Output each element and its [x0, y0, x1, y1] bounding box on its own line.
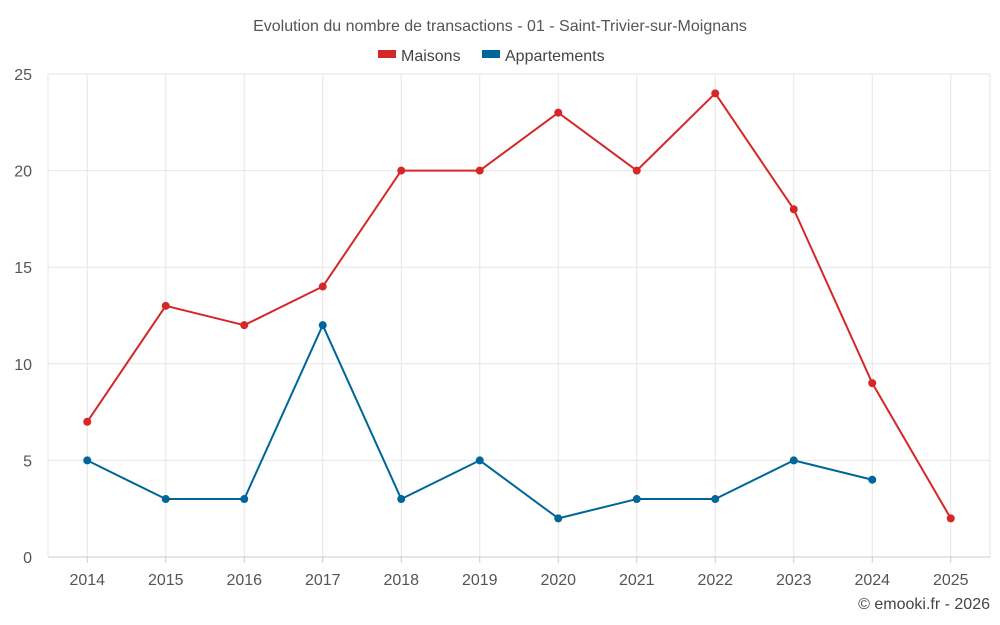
legend-swatch-appartements	[482, 50, 500, 58]
gridlines	[47, 73, 991, 557]
data-point-maisons[interactable]	[554, 108, 563, 117]
series-maisons	[83, 89, 955, 523]
x-tick-label: 2025	[933, 572, 969, 589]
data-point-appartements[interactable]	[161, 495, 170, 504]
legend-swatch-maisons	[378, 50, 396, 58]
data-point-maisons[interactable]	[397, 166, 406, 175]
series	[83, 89, 955, 523]
x-tick-label: 2024	[854, 572, 890, 589]
chart-title: Evolution du nombre de transactions - 01…	[253, 18, 747, 35]
y-tick-label: 0	[23, 550, 32, 567]
data-point-appartements[interactable]	[475, 456, 484, 465]
data-point-appartements[interactable]	[240, 495, 249, 504]
y-tick-label: 5	[23, 453, 32, 470]
data-point-maisons[interactable]	[318, 282, 327, 291]
data-point-appartements[interactable]	[632, 495, 641, 504]
data-point-appartements[interactable]	[397, 495, 406, 504]
data-point-appartements[interactable]	[83, 456, 92, 465]
x-tick-label: 2022	[697, 572, 733, 589]
data-point-maisons[interactable]	[632, 166, 641, 175]
legend-label-maisons[interactable]: Maisons	[401, 48, 461, 65]
x-tick-label: 2023	[776, 572, 812, 589]
y-tick-label: 20	[14, 164, 32, 181]
x-tick-label: 2015	[148, 572, 184, 589]
data-point-appartements[interactable]	[711, 495, 720, 504]
x-tick-label: 2020	[540, 572, 576, 589]
data-point-maisons[interactable]	[789, 205, 798, 214]
data-point-appartements[interactable]	[318, 321, 327, 330]
series-line-maisons	[86, 92, 952, 519]
data-point-appartements[interactable]	[554, 514, 563, 523]
data-point-maisons[interactable]	[161, 301, 170, 310]
data-point-appartements[interactable]	[868, 475, 877, 484]
data-point-maisons[interactable]	[711, 89, 720, 98]
x-tick-label: 2019	[462, 572, 498, 589]
x-tick-label: 2021	[619, 572, 655, 589]
x-tick-label: 2014	[69, 572, 105, 589]
legend: Maisons Appartements	[378, 48, 605, 65]
x-tick-label: 2017	[305, 572, 341, 589]
data-point-maisons[interactable]	[83, 417, 92, 426]
y-tick-label: 25	[14, 67, 32, 84]
credit-text: © emooki.fr - 2026	[858, 596, 990, 613]
x-tick-label: 2018	[383, 572, 419, 589]
x-tick-label: 2016	[226, 572, 262, 589]
series-appartements	[83, 321, 877, 523]
data-point-appartements[interactable]	[789, 456, 798, 465]
data-point-maisons[interactable]	[240, 321, 249, 330]
y-tick-label: 15	[14, 260, 32, 277]
y-tick-label: 10	[14, 357, 32, 374]
data-point-maisons[interactable]	[946, 514, 955, 523]
legend-label-appartements[interactable]: Appartements	[505, 48, 605, 65]
data-point-maisons[interactable]	[475, 166, 484, 175]
data-point-maisons[interactable]	[868, 379, 877, 388]
